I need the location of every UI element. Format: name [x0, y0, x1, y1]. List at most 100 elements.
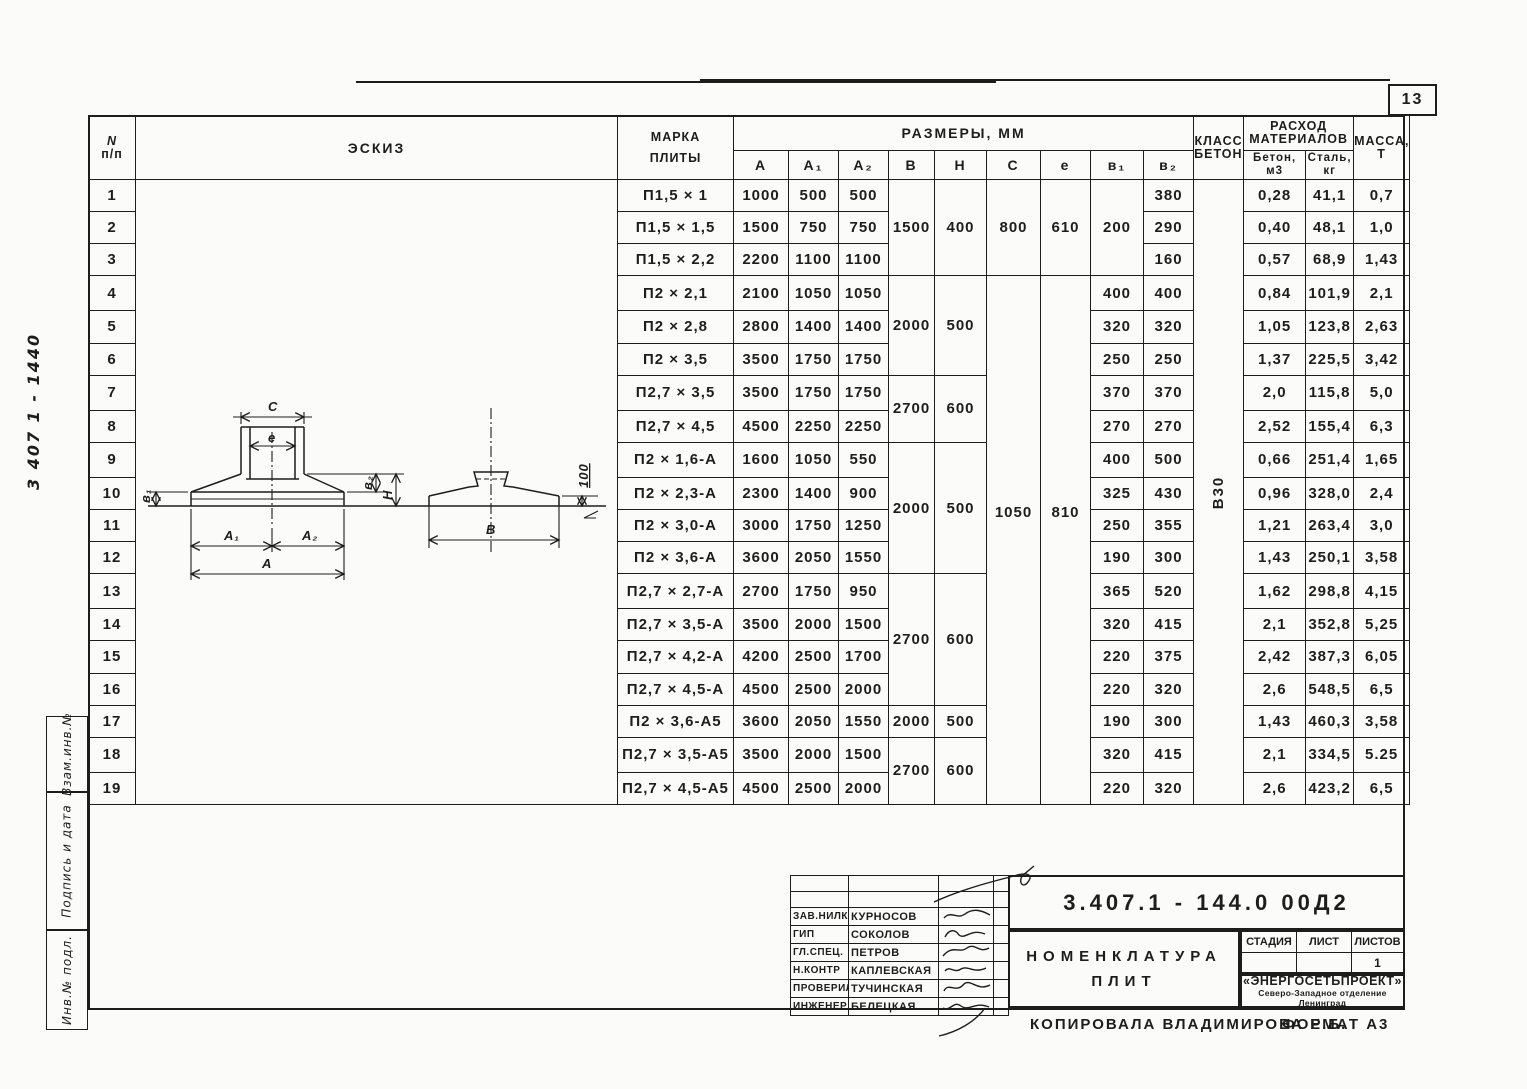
cell-b1: 190 — [1090, 704, 1144, 738]
cell-b: 2700 — [888, 573, 935, 706]
sidebox-podpis: Подпись и дата — [46, 792, 88, 930]
cell-a: 3000 — [733, 509, 789, 543]
cell-mark: П2,7 × 4,5 — [617, 409, 734, 443]
cell-b1: 325 — [1090, 476, 1144, 511]
cell-mark: П2,7 × 4,5-А5 — [617, 771, 734, 806]
cell-concrete: 0,66 — [1243, 441, 1307, 478]
cell-a2: 1250 — [838, 509, 889, 543]
dim-b1-label: в₁ — [138, 489, 153, 503]
cell-mark: П2 × 2,3-А — [617, 476, 734, 511]
plate-sketch: С е в₂ Н в₁ — [138, 399, 606, 580]
dim-a1-label: А₁ — [223, 528, 240, 543]
cell-steel: 548,5 — [1305, 672, 1355, 706]
cell-a2: 950 — [838, 573, 889, 610]
header-col-b1: в₁ — [1090, 150, 1144, 180]
cell-concrete-class: В30 — [1193, 179, 1245, 805]
header-steel-l1: Сталь, — [1307, 152, 1352, 164]
header-mass: Масса, т — [1353, 115, 1411, 180]
cell-steel: 155,4 — [1305, 409, 1355, 443]
cell-a: 3500 — [733, 608, 789, 642]
cell-a: 2300 — [733, 476, 789, 511]
cell-mark: П1,5 × 1 — [617, 178, 734, 213]
sheet-title-box: Номенклатура плит — [1008, 930, 1240, 1008]
cell-concrete: 0,28 — [1243, 178, 1307, 213]
cell-concrete: 2,1 — [1243, 608, 1307, 642]
cell-b2: 430 — [1142, 476, 1195, 511]
stamp-role: Гл.спец. — [790, 943, 849, 962]
cell-h: 600 — [934, 374, 987, 443]
cell-steel: 68,9 — [1305, 243, 1355, 277]
dim-b-label: В — [486, 522, 496, 537]
stamp-row: Инженер Белецкая — [790, 997, 1009, 1016]
dim-a2-label: А₂ — [301, 528, 318, 543]
slope-symbol — [583, 510, 599, 519]
header-col-steel: Сталь, кг — [1305, 150, 1355, 180]
cell-a2: 750 — [838, 211, 889, 245]
signature — [938, 979, 994, 998]
copied-by-note: Копировала Владимирова Е.Б. — [1030, 1016, 1348, 1033]
header-concrete-l2: м3 — [1266, 165, 1284, 177]
cell-concrete: 0,40 — [1243, 211, 1307, 245]
cell-mass: 5.25 — [1353, 736, 1411, 773]
cell-b: 2000 — [888, 275, 935, 376]
stamp-name: Соколов — [848, 925, 939, 944]
stamp-role: Н.контр — [790, 961, 849, 980]
cell-concrete: 0,96 — [1243, 476, 1307, 511]
cell-steel: 251,4 — [1305, 441, 1355, 478]
cell-mark: П1,5 × 2,2 — [617, 243, 734, 277]
header-materials-l1: Расход — [1270, 119, 1328, 133]
organization-branch: Северо-Западное отделение — [1258, 988, 1387, 998]
table-row: 15 П2,7 × 4,2-А 4200 2500 1700 220 375 2… — [88, 640, 1411, 674]
doc-number-box: 3.407.1 - 144.0 00Д2 — [1008, 875, 1405, 930]
cell-a: 2700 — [733, 573, 789, 610]
cell-concrete: 2,0 — [1243, 374, 1307, 411]
cell-b1: 220 — [1090, 771, 1144, 806]
cell-b: 1500 — [888, 178, 935, 277]
table-row: 7 П2,7 × 3,5 3500 1750 1750 2700 600 370… — [88, 374, 1411, 443]
approval-stamp-table: Зав.НИЛКЭ Курносов ГИП Соколов Гл.спец. … — [790, 875, 1009, 1016]
stage-value — [1242, 953, 1297, 973]
cell-n: 16 — [88, 672, 136, 706]
cell-steel: 250,1 — [1305, 541, 1355, 575]
header-mark: Марка плиты — [617, 115, 734, 180]
cell-mass: 4,15 — [1353, 573, 1411, 610]
cell-a: 3500 — [733, 374, 789, 411]
cell-h: 600 — [934, 736, 987, 806]
cell-b1: 220 — [1090, 672, 1144, 706]
cell-n: 13 — [88, 573, 136, 610]
cell-a2: 550 — [838, 441, 889, 478]
cell-b2: 375 — [1142, 640, 1195, 674]
header-col-a2: А₂ — [838, 150, 889, 180]
cell-a1: 1050 — [788, 441, 839, 478]
cell-b1: 320 — [1090, 608, 1144, 642]
header-n: N п/п — [88, 115, 136, 180]
cell-mark: П2 × 1,6-А — [617, 441, 734, 478]
cell-a2: 1050 — [838, 275, 889, 312]
cell-c-value: 1050 — [994, 503, 1033, 521]
cell-n: 9 — [88, 441, 136, 478]
cell-n: 2 — [88, 211, 136, 245]
cell-mass: 3,58 — [1353, 541, 1411, 575]
cell-steel: 423,2 — [1305, 771, 1355, 806]
signature — [938, 907, 994, 926]
header-sizes: Размеры, мм — [732, 115, 1195, 151]
cell-n: 4 — [88, 275, 136, 312]
stamp-name: Петров — [848, 943, 939, 962]
stamp-row: ГИП Соколов — [790, 925, 1009, 944]
organization-name: «ЭНЕРГОСЕТЬПРОЕКТ» — [1243, 974, 1402, 988]
cell-a: 2200 — [733, 243, 789, 277]
stadia-grid: Стадия Лист Листов 1 — [1240, 930, 1405, 974]
cell-mass: 6,5 — [1353, 771, 1411, 806]
stamp-name: Каплевская — [848, 961, 939, 980]
cell-mass: 1,43 — [1353, 243, 1411, 277]
cell-b1: 400 — [1090, 441, 1144, 478]
stamp-role: Зав.НИЛКЭ — [790, 907, 849, 926]
cell-steel: 334,5 — [1305, 736, 1355, 773]
cell-h: 500 — [934, 441, 987, 575]
signature — [938, 925, 994, 944]
cell-a: 1600 — [733, 441, 789, 478]
table-row: 3 П1,5 × 2,2 2200 1100 1100 160 0,57 68,… — [88, 243, 1411, 277]
stamp-name: Белецкая — [848, 997, 939, 1016]
top-rule-left — [356, 81, 996, 83]
